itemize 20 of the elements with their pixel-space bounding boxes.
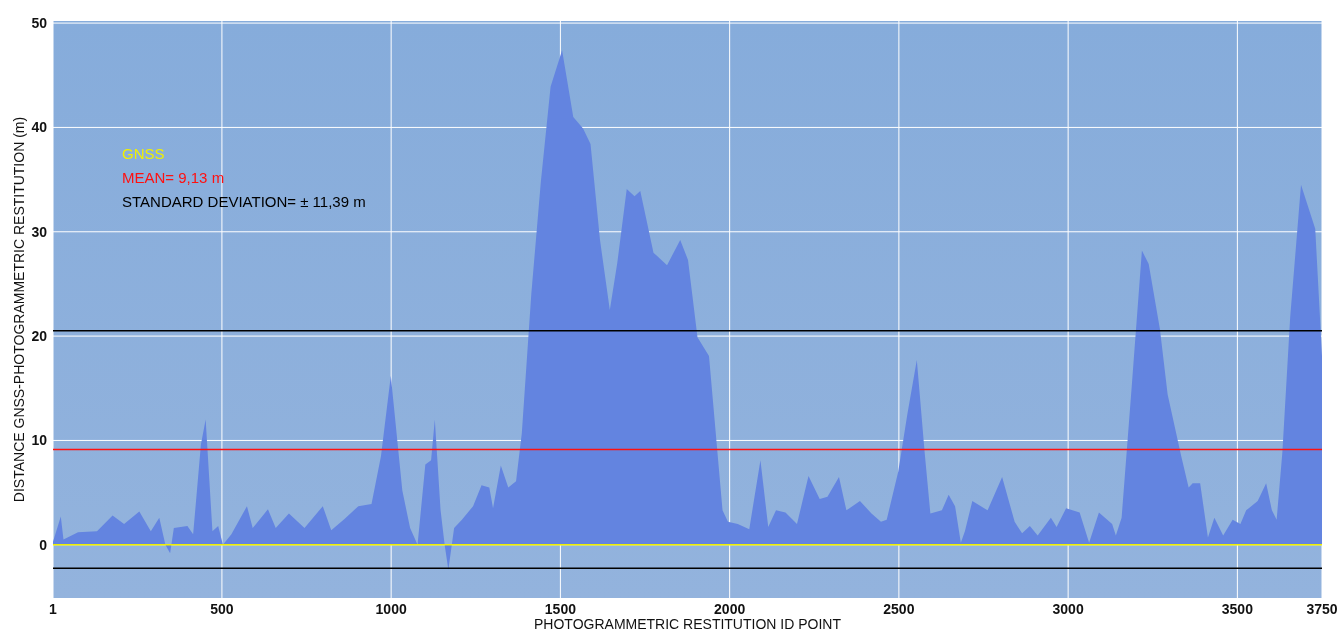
ref-line-label: MEAN= 9,13 m (122, 169, 225, 186)
y-tick-label: 10 (31, 432, 48, 449)
x-tick-label: 1 (49, 601, 58, 617)
x-tick-label: 2000 (714, 601, 746, 617)
x-tick-label: 3750 (1306, 601, 1338, 617)
y-tick-label: 0 (39, 536, 48, 553)
x-tick-label: 1000 (375, 601, 407, 617)
y-axis-title: DISTANCE GNSS-PHOTOGRAMMETRIC RESTITUTION (m) (11, 116, 27, 503)
x-axis-title: PHOTOGRAMMETRIC RESTITUTION ID POINT (534, 616, 842, 632)
x-tick-label: 2500 (883, 601, 915, 617)
x-tick-label: 3500 (1221, 601, 1254, 617)
x-tick-label: 500 (210, 601, 234, 617)
y-tick-label: 40 (31, 119, 48, 136)
x-tick-label: 3000 (1052, 601, 1084, 617)
ref-line-label: GNSS (122, 145, 165, 162)
y-tick-label: 50 (31, 14, 48, 31)
y-tick-label: 20 (31, 328, 48, 345)
x-tick-label: 1500 (544, 601, 577, 617)
ref-line-label: STANDARD DEVIATION= ± 11,39 m (122, 193, 366, 210)
y-tick-label: 30 (31, 223, 48, 240)
